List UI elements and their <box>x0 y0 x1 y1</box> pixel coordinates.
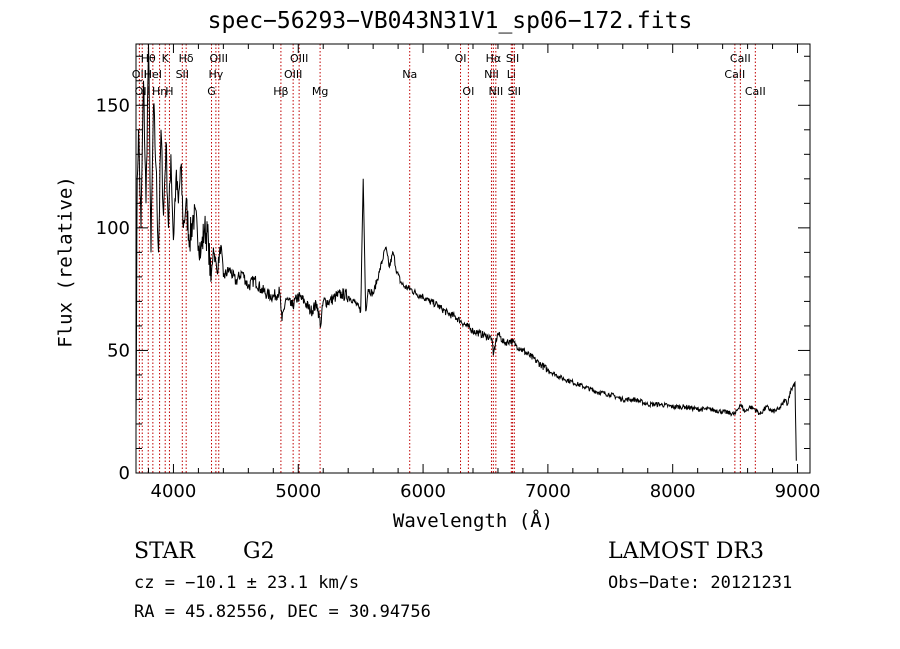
line-marker-label: Hδ <box>179 52 194 65</box>
line-marker-label: NII <box>484 68 499 81</box>
line-marker-label: OIII <box>290 52 308 65</box>
sky-coordinates: RA = 45.82556, DEC = 30.94756 <box>134 602 431 622</box>
line-marker-label: OII <box>135 85 150 98</box>
spectrum-series <box>135 43 797 461</box>
line-marker-label: OI <box>455 52 467 65</box>
line-marker-label: G <box>207 85 216 98</box>
line-marker-label: SII <box>506 52 519 65</box>
chart-title: spec−56293−VB043N31V1_sp06−172.fits <box>207 8 693 34</box>
y-axis-label: Flux (relative) <box>54 176 77 348</box>
line-marker-label: Li <box>507 68 516 81</box>
line-marker-label: OI <box>462 85 474 98</box>
line-marker-label: H <box>165 85 173 98</box>
x-axis-label: Wavelength (Å) <box>392 510 554 532</box>
line-marker-label: CaII <box>745 85 766 98</box>
line-markers: OIIOIIHθHeIHηKHSIIHδGHγOIIIHβOIIIOIIIMgN… <box>132 44 766 473</box>
line-marker-label: OIII <box>284 68 302 81</box>
x-tick-label: 8000 <box>650 481 696 502</box>
survey-name: LAMOST DR3 <box>608 539 764 564</box>
line-marker-label: K <box>162 52 170 65</box>
x-tick-label: 5000 <box>275 481 321 502</box>
line-marker-label: Hη <box>152 85 167 98</box>
object-subclass: G2 <box>243 539 275 564</box>
line-marker-label: SII <box>508 85 521 98</box>
redshift-value: cz = −10.1 ± 23.1 km/s <box>134 573 360 593</box>
line-marker-label: CaII <box>724 68 745 81</box>
x-tick-label: 7000 <box>525 481 571 502</box>
y-tick-label: 100 <box>96 218 130 239</box>
line-marker-label: SII <box>176 68 189 81</box>
line-marker-label: CaII <box>730 52 751 65</box>
x-tick-label: 6000 <box>400 481 446 502</box>
x-tick-label: 4000 <box>151 481 197 502</box>
line-marker-label: Hγ <box>208 68 223 81</box>
axis-ticks: 4000 5000 6000 7000 8000 9000 0 50 100 150 <box>96 44 821 502</box>
x-tick-label: 9000 <box>775 481 821 502</box>
spectrum-line <box>135 43 797 461</box>
line-marker-label: Mg <box>312 85 328 98</box>
y-tick-label: 150 <box>96 95 130 116</box>
plot-frame <box>135 43 811 474</box>
y-tick-label: 50 <box>107 340 130 361</box>
line-marker-label: Hα <box>486 52 502 65</box>
line-marker-label: Na <box>402 68 417 81</box>
y-tick-label: 0 <box>119 463 130 484</box>
line-marker-label: OIII <box>210 52 228 65</box>
line-marker-label: NII <box>488 85 503 98</box>
observation-date: Obs−Date: 20121231 <box>608 573 793 593</box>
object-class: STAR <box>134 539 195 564</box>
line-marker-label: Hβ <box>273 85 288 98</box>
